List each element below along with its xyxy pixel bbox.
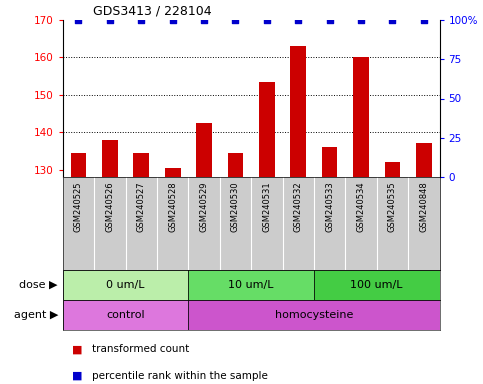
Bar: [188, 300, 440, 330]
Point: [326, 17, 333, 23]
Bar: [290, 46, 306, 177]
Bar: [133, 153, 149, 177]
Point: [420, 17, 428, 23]
Text: GSM240530: GSM240530: [231, 182, 240, 232]
Text: GSM240535: GSM240535: [388, 182, 397, 232]
Text: control: control: [106, 310, 145, 320]
Point: [232, 17, 240, 23]
Text: GSM240534: GSM240534: [356, 182, 366, 232]
Text: 10 um/L: 10 um/L: [228, 280, 274, 290]
Point: [74, 17, 82, 23]
Bar: [314, 270, 440, 300]
Text: ■: ■: [72, 371, 86, 381]
Bar: [416, 143, 432, 177]
Text: transformed count: transformed count: [92, 344, 189, 354]
Bar: [227, 153, 243, 177]
Bar: [63, 300, 188, 330]
Point: [357, 17, 365, 23]
Text: GSM240528: GSM240528: [168, 182, 177, 232]
Text: homocysteine: homocysteine: [275, 310, 353, 320]
Text: GDS3413 / 228104: GDS3413 / 228104: [93, 5, 212, 17]
Bar: [322, 147, 338, 177]
Bar: [71, 153, 86, 177]
Point: [389, 17, 397, 23]
Text: GSM240525: GSM240525: [74, 182, 83, 232]
Text: percentile rank within the sample: percentile rank within the sample: [92, 371, 268, 381]
Text: GSM240531: GSM240531: [262, 182, 271, 232]
Text: GSM240526: GSM240526: [105, 182, 114, 232]
Bar: [63, 270, 188, 300]
Point: [169, 17, 177, 23]
Text: 0 um/L: 0 um/L: [106, 280, 145, 290]
Bar: [165, 168, 181, 177]
Point: [106, 17, 114, 23]
Text: GSM240533: GSM240533: [325, 182, 334, 232]
Bar: [196, 123, 212, 177]
Bar: [102, 140, 118, 177]
Text: GSM240848: GSM240848: [419, 182, 428, 232]
Point: [295, 17, 302, 23]
Point: [138, 17, 145, 23]
Text: GSM240527: GSM240527: [137, 182, 146, 232]
Bar: [259, 82, 275, 177]
Point: [263, 17, 271, 23]
Text: GSM240532: GSM240532: [294, 182, 303, 232]
Text: dose ▶: dose ▶: [19, 280, 58, 290]
Text: 100 um/L: 100 um/L: [351, 280, 403, 290]
Bar: [188, 270, 314, 300]
Text: GSM240529: GSM240529: [199, 182, 209, 232]
Text: ■: ■: [72, 344, 86, 354]
Text: agent ▶: agent ▶: [14, 310, 58, 320]
Bar: [384, 162, 400, 177]
Point: [200, 17, 208, 23]
Bar: [353, 57, 369, 177]
